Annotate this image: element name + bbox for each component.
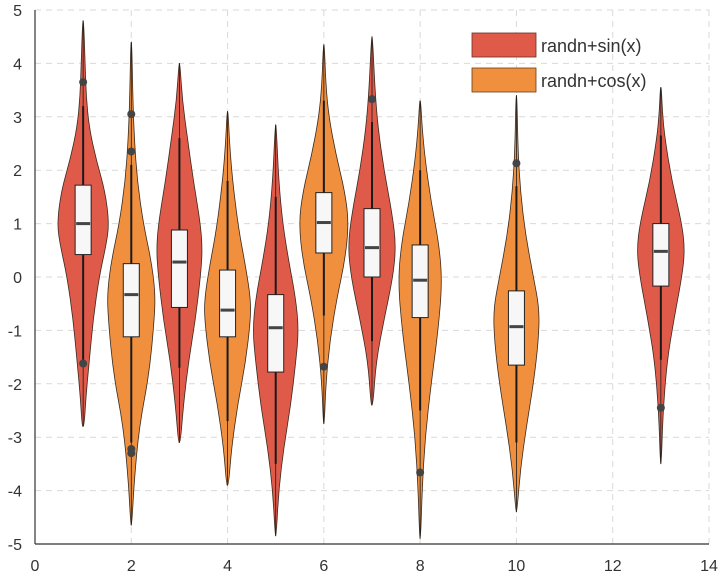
violin-outlier [319,362,328,371]
violin-outlier [368,95,376,104]
violin-outlier [127,110,136,119]
x-tick-label: 2 [127,558,136,575]
y-tick-label: -4 [8,484,22,501]
violin-2 [107,41,156,526]
violin-box [219,269,237,338]
violin-outlier [127,449,136,458]
violin-outlier [512,159,521,168]
x-tick-label: 10 [508,558,526,575]
x-tick-label: 6 [319,558,328,575]
violin-box [363,208,381,278]
violin-7 [348,36,396,406]
violin-4 [204,111,251,486]
x-tick-label: 12 [604,558,622,575]
violin-6 [299,44,349,425]
violin-series [57,20,685,540]
y-tick-label: 5 [13,3,22,20]
violin-1 [57,20,109,427]
y-tick-label: 3 [13,110,22,127]
legend-label-sin: randn+sin(x) [541,36,642,56]
y-tick-label: -5 [8,537,22,554]
violin-10 [637,87,685,465]
violin-8 [398,100,442,540]
x-tick-label: 14 [700,558,718,575]
legend-swatch-sin [471,32,537,58]
violin-outlier [79,359,88,368]
x-tick-label: 8 [416,558,425,575]
y-tick-label: 1 [13,217,22,234]
x-tick-label: 4 [223,558,232,575]
y-tick-label: 2 [13,163,22,180]
violin-box [74,184,92,256]
violin-box [652,223,670,287]
violin-box [122,263,140,338]
legend-swatch-cos [471,67,537,93]
violin-9 [493,95,540,513]
y-tick-label: -1 [8,323,22,340]
x-tick-label: 0 [31,558,40,575]
violin-3 [156,62,203,443]
violin-outlier [656,403,665,412]
violin-box [170,229,188,308]
legend-label-cos: randn+cos(x) [541,71,647,91]
y-tick-label: -3 [8,430,22,447]
y-tick-label: 4 [13,56,22,73]
axes [34,10,709,545]
violin-5 [253,124,299,537]
violin-outlier [79,78,88,87]
violin-box [267,294,285,373]
y-tick-label: -2 [8,377,22,394]
legend: randn+sin(x) randn+cos(x) [471,32,647,93]
violin-outlier [416,468,425,477]
violin-outlier [127,147,136,156]
y-tick-label: 0 [13,270,22,287]
